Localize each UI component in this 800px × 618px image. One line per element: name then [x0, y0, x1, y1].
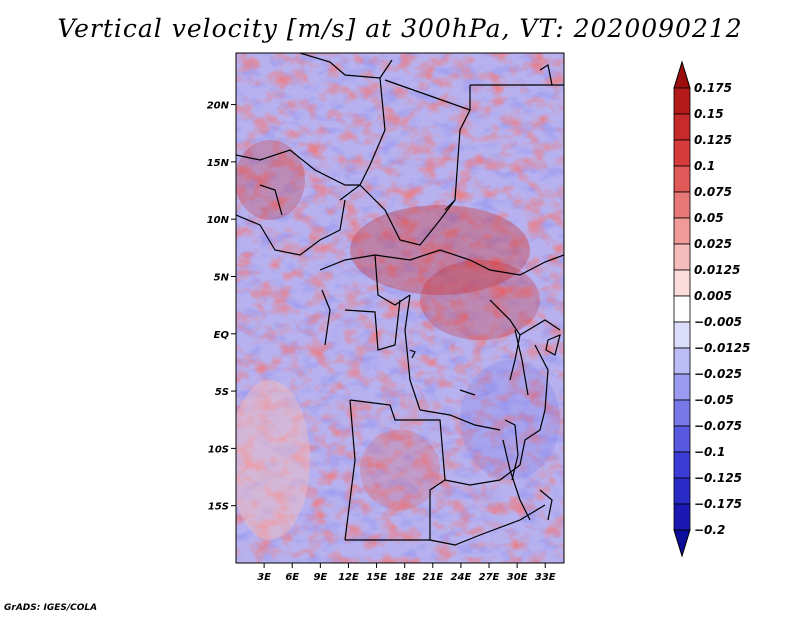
lat-label: EQ — [214, 330, 230, 341]
colorbar-label: −0.075 — [694, 419, 742, 433]
lon-label: 12E — [338, 572, 359, 583]
colorbar-label: 0.075 — [694, 185, 732, 199]
lat-label: 5S — [215, 387, 229, 398]
colorbar-segment — [673, 295, 691, 323]
lon-label: 21E — [422, 572, 443, 583]
colorbar-label: −0.175 — [694, 497, 742, 511]
colorbar-label: 0.125 — [694, 133, 732, 147]
colorbar-label: −0.1 — [694, 445, 725, 459]
colorbar-label: 0.05 — [694, 211, 724, 225]
lat-label: 20N — [207, 101, 230, 112]
colorbar-segment — [673, 321, 691, 349]
lon-label: 9E — [313, 572, 327, 583]
colorbar-label: 0.175 — [694, 81, 732, 95]
velocity-field — [236, 53, 564, 563]
colorbar-segment — [673, 269, 691, 297]
colorbar-label: 0.0125 — [694, 263, 740, 277]
country-borders — [236, 53, 564, 546]
map-frame — [235, 52, 565, 564]
colorbar-label: −0.0125 — [694, 341, 750, 355]
map-title: Vertical velocity [m/s] at 300hPa, VT: 2… — [57, 14, 743, 43]
lat-label: 5N — [214, 272, 230, 283]
colorbar-label: −0.025 — [694, 367, 742, 381]
lat-label: 10N — [207, 215, 230, 226]
lon-label: 15E — [366, 572, 387, 583]
colorbar-segment — [673, 165, 691, 193]
colorbar-label: 0.005 — [694, 289, 732, 303]
lon-label: 33E — [535, 572, 556, 583]
colorbar-label: 0.1 — [694, 159, 715, 173]
colorbar-bottom-arrow — [673, 529, 691, 558]
colorbar-label: −0.2 — [694, 523, 725, 537]
lon-label: 18E — [394, 572, 415, 583]
colorbar-label: 0.15 — [694, 107, 724, 121]
colorbar-segment — [673, 113, 691, 141]
colorbar-top-arrow — [673, 60, 691, 89]
colorbar-segment — [673, 373, 691, 401]
colorbar-label: −0.005 — [694, 315, 742, 329]
lon-label: 24E — [451, 572, 472, 583]
colorbar-label: −0.125 — [694, 471, 742, 485]
lat-label: 10S — [208, 444, 229, 455]
colorbar-segment — [673, 399, 691, 427]
colorbar-segment — [673, 243, 691, 271]
colorbar-segment — [673, 451, 691, 479]
lat-label: 15N — [207, 158, 230, 169]
axis-ticks: 20N 15N 10N 5N EQ 5S 10S 15S 3E 6E 9E 12E 15E 18E 21E 2… — [207, 101, 556, 583]
grads-credit: GrADS: IGES/COLA — [4, 603, 98, 613]
colorbar: 0.175 0.15 0.125 0.1 0.075 0.05 0.025 0.0125 0.0… — [673, 60, 750, 558]
colorbar-segment — [673, 191, 691, 219]
colorbar-segment — [673, 425, 691, 453]
colorbar-label: −0.05 — [694, 393, 734, 407]
colorbar-segment — [673, 477, 691, 505]
colorbar-segment — [673, 217, 691, 245]
colorbar-segment — [673, 503, 691, 531]
lon-label: 30E — [507, 572, 528, 583]
colorbar-segment — [673, 87, 691, 115]
lon-label: 6E — [285, 572, 299, 583]
lon-label: 3E — [257, 572, 271, 583]
lon-label: 27E — [479, 572, 500, 583]
lat-label: 15S — [208, 502, 229, 513]
colorbar-label: 0.025 — [694, 237, 732, 251]
colorbar-segment — [673, 347, 691, 375]
colorbar-segment — [673, 139, 691, 167]
